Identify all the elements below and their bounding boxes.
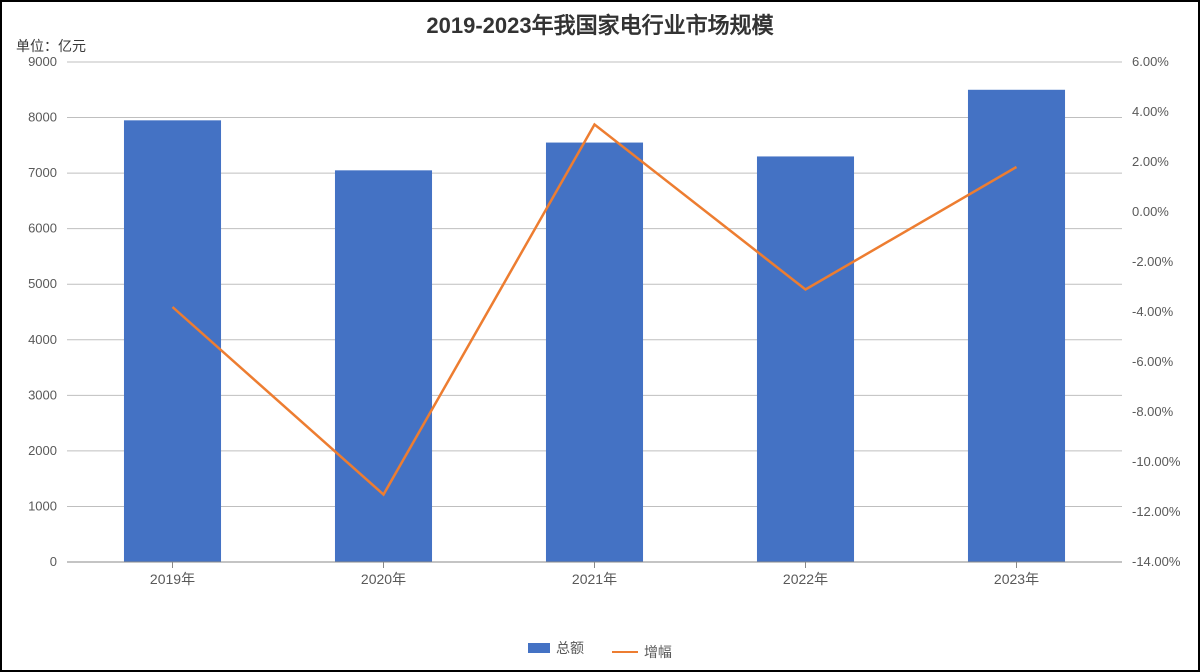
y-right-tick-label: 6.00%: [1132, 54, 1169, 69]
legend-swatch-line: [612, 651, 638, 654]
y-right-tick-label: -10.00%: [1132, 454, 1181, 469]
plot-svg: 0100020003000400050006000700080009000-14…: [67, 62, 1122, 602]
bar: [124, 120, 221, 562]
y-right-tick-label: -2.00%: [1132, 254, 1174, 269]
legend-item-bar: 总额: [528, 638, 584, 658]
x-axis-label: 2019年: [150, 571, 195, 587]
y-left-tick-label: 9000: [28, 54, 57, 69]
y-left-tick-label: 1000: [28, 498, 57, 513]
chart-frame: 2019-2023年我国家电行业市场规模 单位：亿元 0100020003000…: [0, 0, 1200, 672]
y-left-tick-label: 3000: [28, 387, 57, 402]
y-left-tick-label: 2000: [28, 443, 57, 458]
y-right-tick-label: -6.00%: [1132, 354, 1174, 369]
y-left-tick-label: 8000: [28, 110, 57, 125]
y-right-tick-label: -12.00%: [1132, 504, 1181, 519]
chart-title: 2019-2023年我国家电行业市场规模: [2, 8, 1198, 40]
bar: [335, 170, 432, 562]
y-right-tick-label: -14.00%: [1132, 554, 1181, 569]
x-axis-label: 2020年: [361, 571, 406, 587]
bar: [968, 90, 1065, 562]
bar: [757, 156, 854, 562]
legend-item-line: 增幅: [612, 642, 672, 662]
y-right-tick-label: -8.00%: [1132, 404, 1174, 419]
y-left-tick-label: 6000: [28, 221, 57, 236]
legend-label-line: 增幅: [644, 642, 672, 662]
y-right-tick-label: 4.00%: [1132, 104, 1169, 119]
y-left-tick-label: 4000: [28, 332, 57, 347]
y-left-tick-label: 5000: [28, 276, 57, 291]
x-axis-label: 2021年: [572, 571, 617, 587]
unit-label: 单位：亿元: [16, 36, 86, 56]
bar: [546, 143, 643, 562]
legend: 总额 增幅: [2, 638, 1198, 662]
legend-swatch-bar: [528, 643, 550, 653]
y-right-tick-label: 0.00%: [1132, 204, 1169, 219]
x-axis-label: 2022年: [783, 571, 828, 587]
legend-label-bar: 总额: [556, 638, 584, 658]
y-right-tick-label: 2.00%: [1132, 154, 1169, 169]
plot-area: 0100020003000400050006000700080009000-14…: [67, 62, 1122, 602]
y-left-tick-label: 0: [50, 554, 57, 569]
y-right-tick-label: -4.00%: [1132, 304, 1174, 319]
y-left-tick-label: 7000: [28, 165, 57, 180]
x-axis-label: 2023年: [994, 571, 1039, 587]
